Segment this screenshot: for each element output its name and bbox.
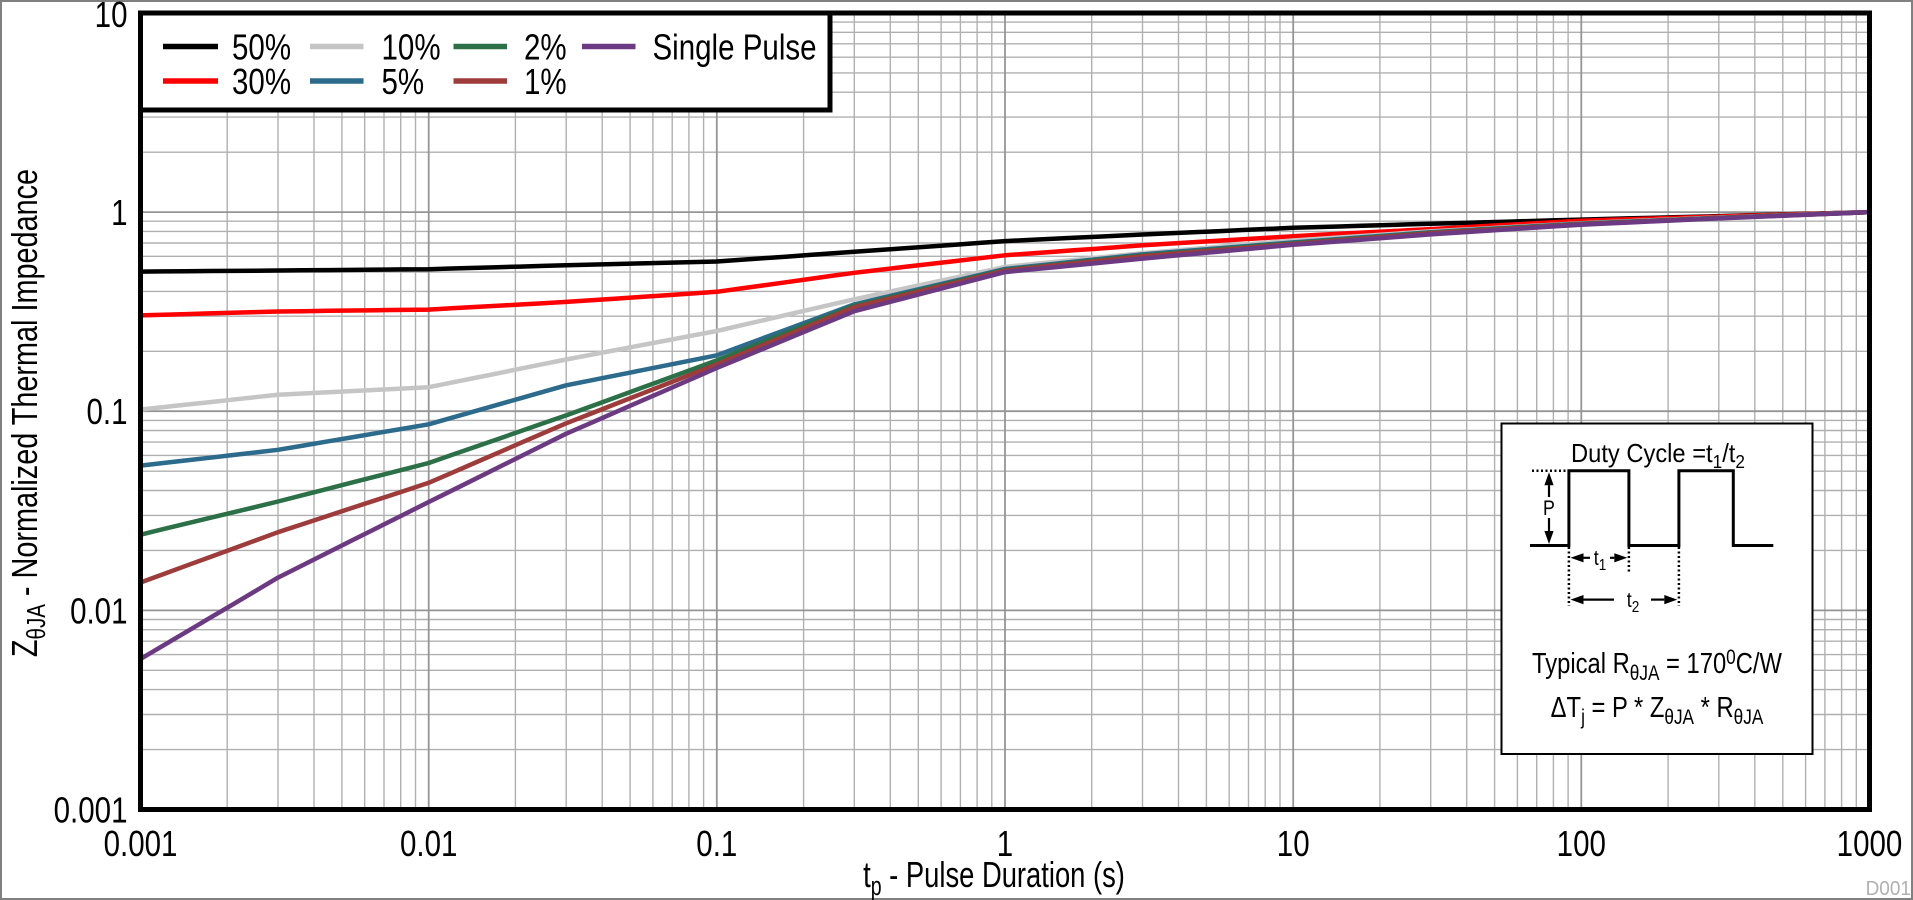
svg-text:0.001: 0.001 [104,823,178,863]
svg-text:ΔTj = P * ZθJA * RθJA: ΔTj = P * ZθJA * RθJA [1551,691,1764,730]
svg-text:30%: 30% [232,61,291,101]
svg-text:0.1: 0.1 [86,391,127,431]
svg-text:5%: 5% [382,61,425,101]
svg-text:0.01: 0.01 [400,823,457,863]
svg-text:10%: 10% [382,27,441,67]
svg-text:0.001: 0.001 [54,790,128,830]
svg-text:ZθJA - Normalized Thermal Impe: ZθJA - Normalized Thermal Impedance [4,169,51,657]
svg-text:10: 10 [1277,823,1310,863]
svg-text:Single Pulse: Single Pulse [653,27,817,67]
svg-text:1: 1 [111,192,127,232]
svg-text:50%: 50% [232,27,291,67]
svg-text:1%: 1% [524,61,567,101]
svg-text:10: 10 [95,0,128,35]
svg-text:2%: 2% [524,27,567,67]
svg-text:100: 100 [1557,823,1606,863]
svg-text:P: P [1543,497,1555,521]
svg-text:D001: D001 [1866,878,1911,900]
svg-text:1000: 1000 [1837,823,1903,863]
svg-text:0.1: 0.1 [696,823,737,863]
svg-text:tp - Pulse Duration (s): tp - Pulse Duration (s) [863,854,1125,900]
svg-text:0.01: 0.01 [70,591,127,631]
svg-text:1: 1 [997,823,1013,863]
